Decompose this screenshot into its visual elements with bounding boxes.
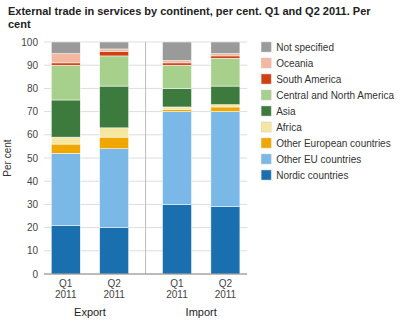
bar-segment bbox=[163, 63, 192, 65]
y-tick-label: 50 bbox=[27, 153, 39, 164]
bar-segment bbox=[100, 86, 129, 128]
x-tick-label-line: 2011 bbox=[215, 289, 237, 300]
group-separator bbox=[145, 42, 146, 274]
y-tick-label: 70 bbox=[27, 106, 39, 117]
legend-swatch bbox=[261, 154, 271, 164]
title-line: cent bbox=[8, 18, 31, 30]
bar-segment bbox=[163, 61, 192, 63]
bar-segment bbox=[211, 105, 240, 107]
legend-label: Not specified bbox=[276, 42, 334, 53]
bar-segment bbox=[163, 65, 192, 88]
legend-swatch bbox=[261, 122, 271, 132]
legend-label: South America bbox=[276, 74, 341, 85]
title: External trade in services by continent,… bbox=[8, 5, 371, 30]
legend-label: Nordic countries bbox=[276, 170, 348, 181]
x-tick-label: Q22011 bbox=[103, 278, 125, 300]
bar-segment bbox=[100, 128, 129, 137]
y-tick-label: 0 bbox=[32, 269, 38, 280]
legend-label: Oceania bbox=[276, 58, 314, 69]
legend-label: Africa bbox=[276, 122, 302, 133]
y-tick-label: 60 bbox=[27, 129, 39, 140]
bar-segment bbox=[100, 149, 129, 228]
x-tick-label-line: 2011 bbox=[166, 289, 188, 300]
x-tick-label-line: Q2 bbox=[107, 278, 121, 289]
bar-segment bbox=[51, 65, 80, 100]
x-tick-label-line: 2011 bbox=[103, 289, 125, 300]
legend-swatch bbox=[261, 170, 271, 180]
legend-swatch bbox=[261, 138, 271, 148]
y-tick-label: 10 bbox=[27, 245, 39, 256]
legend-swatch bbox=[261, 58, 271, 68]
bar-segment bbox=[163, 107, 192, 109]
legend-swatch bbox=[261, 90, 271, 100]
y-axis-label: Per cent bbox=[2, 139, 13, 176]
bar-segment bbox=[51, 225, 80, 274]
bar-segment bbox=[211, 42, 240, 54]
bar-segment bbox=[211, 86, 240, 105]
legend-swatch bbox=[261, 106, 271, 116]
bar-segment bbox=[211, 107, 240, 112]
bar-segment bbox=[211, 58, 240, 86]
y-tick-label: 100 bbox=[21, 37, 38, 48]
y-tick-label: 80 bbox=[27, 83, 39, 94]
x-tick-label-line: Q1 bbox=[170, 278, 184, 289]
bar-segment bbox=[100, 137, 129, 149]
bar-segment bbox=[211, 112, 240, 207]
legend-label: Asia bbox=[276, 106, 296, 117]
bar-segment bbox=[163, 109, 192, 111]
bar-segment bbox=[211, 56, 240, 58]
bar-segment bbox=[51, 42, 80, 54]
bar-segment bbox=[51, 137, 80, 144]
y-tick-label: 30 bbox=[27, 199, 39, 210]
x-axis-line bbox=[44, 274, 247, 275]
legend-swatch bbox=[261, 42, 271, 52]
x-tick-label-line: Q2 bbox=[219, 278, 233, 289]
bar-segment bbox=[211, 54, 240, 56]
legend-label: Other European countries bbox=[276, 138, 391, 149]
bar-segment bbox=[100, 56, 129, 86]
legend: Not specified Oceania South America Central… bbox=[261, 42, 394, 181]
x-tick-label: Q12011 bbox=[55, 278, 77, 300]
group-label: Export bbox=[74, 306, 106, 318]
chart: External trade in services by continent,… bbox=[0, 0, 400, 324]
x-tick-label-line: Q1 bbox=[59, 278, 73, 289]
legend-swatch bbox=[261, 74, 271, 84]
bar-segment bbox=[51, 144, 80, 153]
grid-line bbox=[44, 274, 247, 275]
bar-segment bbox=[163, 42, 192, 61]
title-line: External trade in services by continent,… bbox=[8, 5, 371, 17]
bars bbox=[51, 42, 240, 274]
bar-segment bbox=[211, 207, 240, 274]
group-label: Import bbox=[186, 306, 217, 318]
x-tick-label: Q12011 bbox=[166, 278, 188, 300]
y-tick-label: 20 bbox=[27, 222, 39, 233]
bar-segment bbox=[51, 54, 80, 63]
bar-segment bbox=[163, 112, 192, 205]
legend-label: Other EU countries bbox=[276, 154, 361, 165]
bar-segment bbox=[100, 49, 129, 51]
grid bbox=[44, 42, 247, 274]
bar-segment bbox=[100, 42, 129, 49]
bar-segment bbox=[100, 51, 129, 56]
bar-segment bbox=[163, 204, 192, 274]
x-tick-label: Q22011 bbox=[215, 278, 237, 300]
bar-segment bbox=[51, 100, 80, 137]
bar-segment bbox=[100, 228, 129, 274]
y-tick-label: 40 bbox=[27, 176, 39, 187]
y-tick-label: 90 bbox=[27, 60, 39, 71]
bar-segment bbox=[163, 88, 192, 107]
bar-segment bbox=[51, 153, 80, 225]
legend-label: Central and North America bbox=[276, 90, 394, 101]
x-tick-label-line: 2011 bbox=[55, 289, 77, 300]
bar-segment bbox=[51, 63, 80, 65]
